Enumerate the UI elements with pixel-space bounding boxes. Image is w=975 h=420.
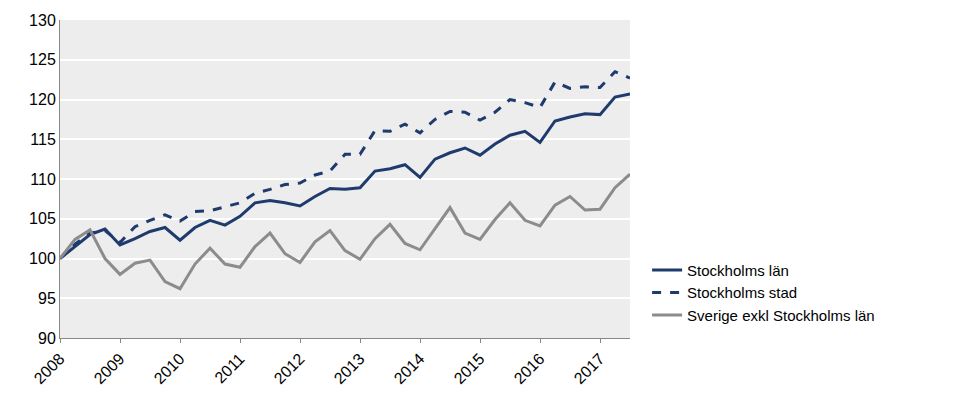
svg-text:105: 105 — [29, 210, 56, 227]
svg-text:95: 95 — [38, 290, 56, 307]
svg-text:Stockholms län: Stockholms län — [687, 262, 789, 279]
svg-text:Stockholms stad: Stockholms stad — [687, 284, 797, 301]
svg-text:2010: 2010 — [151, 350, 188, 387]
svg-text:115: 115 — [30, 131, 56, 148]
svg-text:2012: 2012 — [271, 350, 308, 387]
svg-text:2015: 2015 — [451, 350, 488, 387]
svg-text:2014: 2014 — [391, 350, 428, 387]
svg-text:2017: 2017 — [571, 350, 608, 387]
svg-text:2009: 2009 — [91, 350, 128, 387]
svg-text:90: 90 — [38, 330, 56, 347]
svg-text:130: 130 — [29, 12, 56, 29]
svg-text:110: 110 — [30, 171, 56, 188]
svg-text:100: 100 — [29, 250, 56, 267]
svg-text:2013: 2013 — [331, 350, 368, 387]
svg-text:2008: 2008 — [31, 350, 68, 387]
svg-text:120: 120 — [29, 91, 56, 108]
svg-text:125: 125 — [29, 51, 56, 68]
svg-text:2011: 2011 — [211, 350, 247, 386]
svg-text:2016: 2016 — [511, 350, 548, 387]
svg-text:Sverige exkl Stockholms län: Sverige exkl Stockholms län — [687, 307, 875, 324]
